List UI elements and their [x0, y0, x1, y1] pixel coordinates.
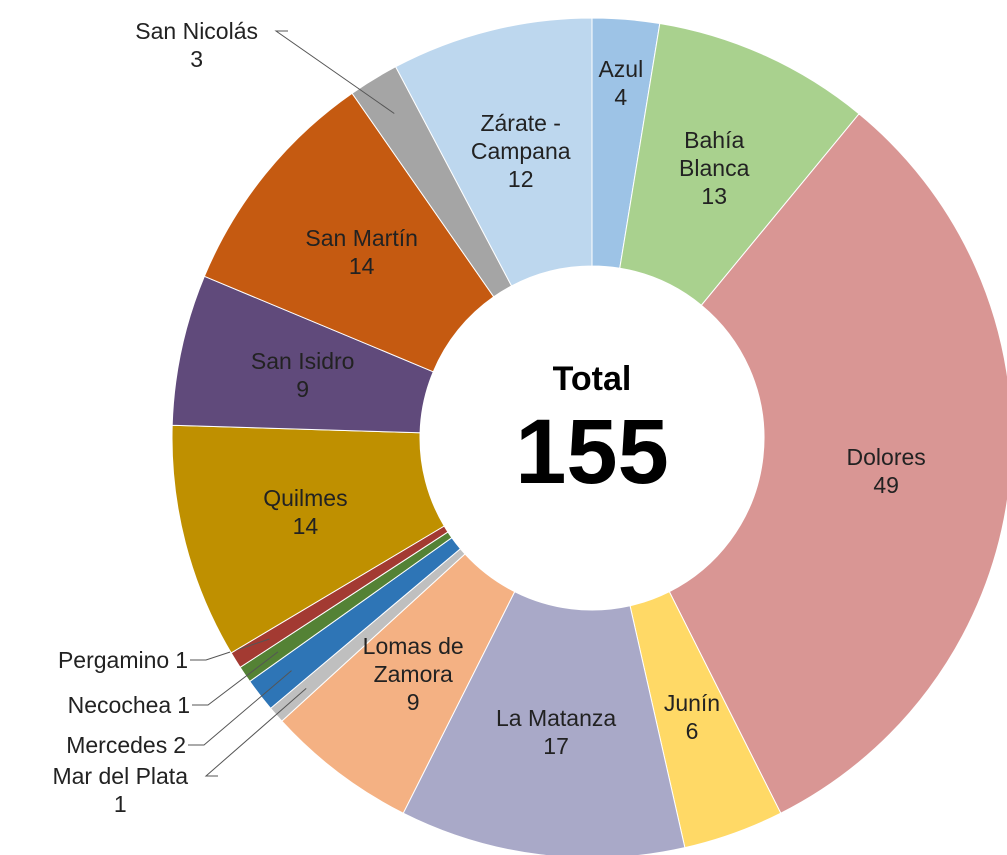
- value-label: 9: [296, 376, 310, 403]
- total: 155: [515, 401, 669, 503]
- value-label: 17: [543, 732, 569, 759]
- value-label: 1: [175, 647, 188, 673]
- leader-line: [204, 688, 307, 777]
- category-name: La Matanza: [495, 704, 617, 731]
- value-label: 6: [685, 717, 699, 744]
- slice-label: Dolores 49: [796, 443, 976, 499]
- category-name: Mar del Plata: [52, 763, 188, 789]
- slice-label: Zárate - Campana 12: [451, 109, 591, 193]
- slice-label: Lomas de Zamora 9: [343, 632, 483, 716]
- center-title: Total: [552, 360, 632, 398]
- category-name: Pergamino: [57, 647, 170, 673]
- value-label: 3: [190, 46, 204, 72]
- value-label: 14: [292, 513, 319, 540]
- slice: [402, 590, 686, 855]
- value-label: 14: [348, 253, 375, 280]
- category-name: Dolores: [846, 443, 926, 470]
- category-name: San Martín: [305, 225, 418, 252]
- leader-line: [188, 670, 292, 746]
- category-name: Quilmes: [263, 485, 348, 512]
- slice-label: San Martín 14: [272, 224, 452, 280]
- leader-line: [190, 638, 270, 661]
- value-label: 49: [873, 471, 899, 498]
- slice-label: San Isidro 9: [213, 347, 393, 403]
- value-label: 1: [113, 791, 127, 817]
- slice: [203, 92, 495, 373]
- category-name: Necochea: [67, 692, 172, 718]
- slice: [171, 424, 445, 654]
- value-label: 4: [614, 84, 628, 111]
- slice-label: San Nicolás 3: [135, 17, 258, 73]
- category-name: San Isidro: [250, 348, 355, 375]
- slice-label: La Matanza 17: [466, 704, 646, 760]
- category-name: Zárate - Campana: [470, 109, 571, 164]
- slice: [668, 113, 1007, 814]
- slice-label: Pergamino 1: [58, 646, 188, 674]
- value-label: 1: [177, 692, 190, 718]
- category-name: Junín: [663, 689, 721, 716]
- category-name: Mercedes: [66, 732, 168, 758]
- slice-label: Necochea 1: [68, 691, 190, 719]
- slice-label: Mercedes 2: [66, 731, 186, 759]
- category-name: Bahía Blanca: [679, 127, 750, 182]
- slice-label: Junín 6: [602, 689, 782, 745]
- leader-line: [192, 651, 279, 706]
- slice-label: Bahía Blanca 13: [649, 126, 779, 210]
- category-name: Lomas de Zamora: [362, 632, 464, 687]
- value-label: 9: [406, 688, 420, 715]
- value-label: 13: [701, 183, 727, 210]
- slice: [394, 17, 593, 287]
- leader-line: [274, 30, 395, 114]
- value-label: 12: [507, 165, 534, 192]
- slice-label: Mar del Plata 1: [52, 762, 188, 818]
- slice-label: Azul 4: [531, 55, 711, 111]
- slice-label: Quilmes 14: [215, 484, 395, 540]
- value-label: 2: [173, 732, 186, 758]
- category-name: San Nicolás: [135, 18, 258, 44]
- category-name: Azul: [598, 56, 644, 83]
